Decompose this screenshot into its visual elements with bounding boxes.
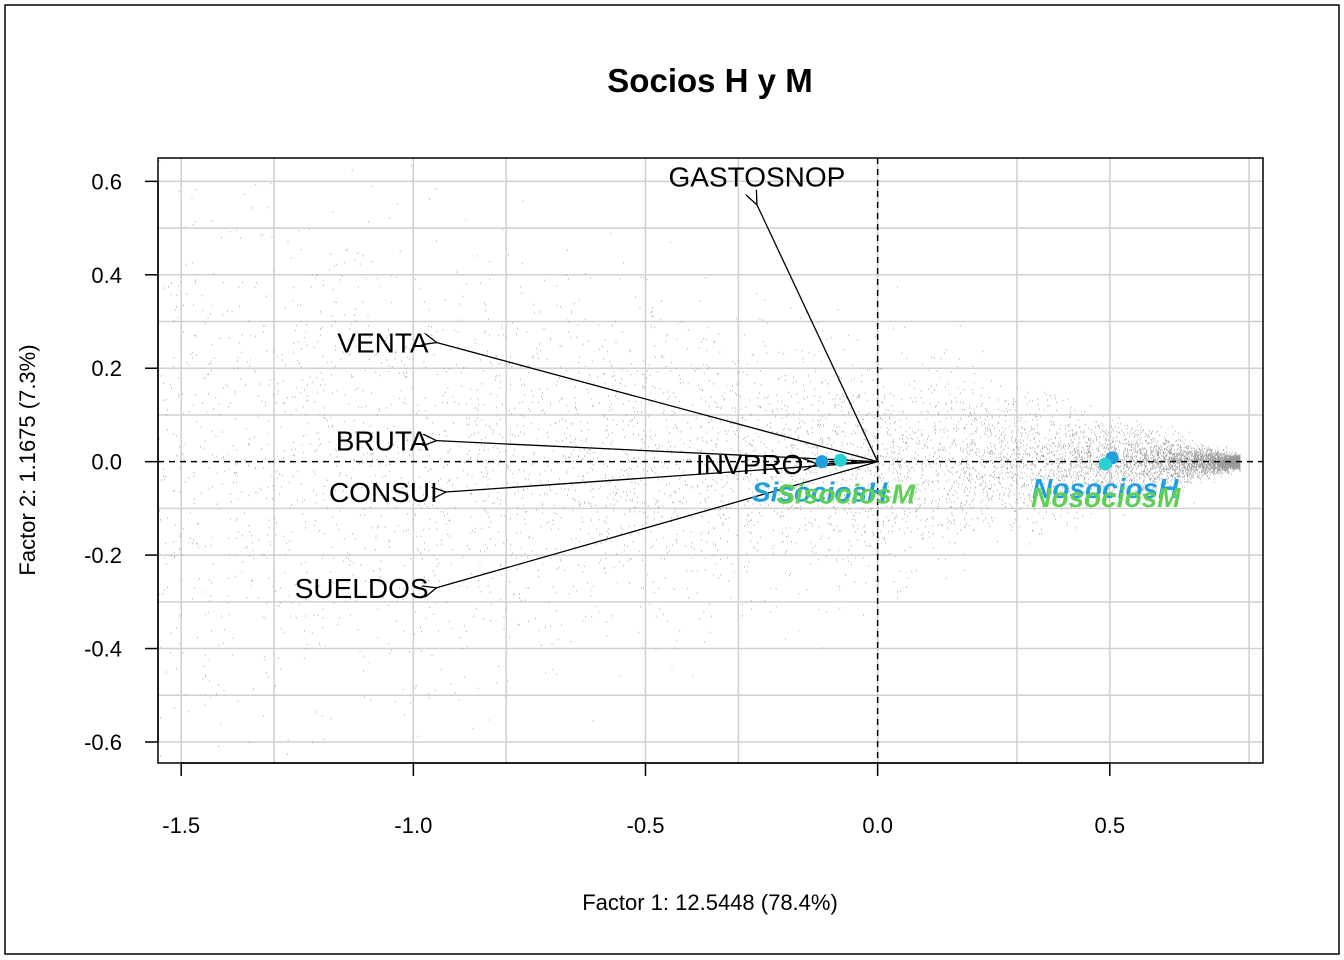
group-point-nosociosm (1098, 457, 1112, 471)
chart-title: Socios H y M (607, 62, 812, 99)
y-tick-label: -0.2 (84, 543, 122, 568)
group-label-nosociosh: NosociosH (1032, 473, 1179, 504)
arrow-consui (446, 461, 878, 492)
y-tick-label: 0.2 (91, 356, 122, 381)
x-axis: -1.5 -1.0 -0.5 0.0 0.5 (162, 762, 1125, 838)
y-axis: -0.6 -0.4 -0.2 0.0 0.2 0.4 0.6 (84, 169, 159, 755)
x-axis-title: Factor 1: 12.5448 (78.4%) (582, 890, 838, 915)
x-tick-label: 0.5 (1094, 813, 1125, 838)
variable-label-venta: VENTA (337, 328, 429, 359)
y-tick-label: -0.4 (84, 637, 122, 662)
y-axis-title: Factor 2: 1.1675 (7.3%) (15, 344, 40, 575)
y-tick-label: 0.0 (91, 450, 122, 475)
group-label-nosociosm: NosociosM (1031, 482, 1181, 513)
variable-label-consui: CONSUI (329, 477, 438, 508)
group-point-sisociosh (815, 455, 829, 469)
variable-label-invpro: INVPRO (696, 449, 803, 480)
group-label-sisociosh: SisociosH (752, 477, 888, 508)
x-tick-label: 0.0 (862, 813, 893, 838)
variable-label-gastosnop: GASTOSNOP (668, 162, 845, 193)
group-point-sisociosm (834, 453, 847, 467)
x-tick-label: -1.0 (394, 813, 432, 838)
arrow-sueldos (437, 461, 878, 588)
variable-arrows: GASTOSNOP VENTA BRUTA INVPRO CONSUI SUELDOS (295, 162, 879, 604)
variable-label-bruta: BRUTA (336, 426, 429, 457)
y-tick-label: -0.6 (84, 730, 122, 755)
x-tick-label: -0.5 (627, 813, 665, 838)
y-tick-label: 0.4 (91, 263, 122, 288)
variable-label-sueldos: SUELDOS (295, 573, 429, 604)
arrow-gastosnop (757, 205, 879, 462)
grid-lines (158, 158, 1263, 763)
y-tick-label: 0.6 (91, 169, 122, 194)
group-label-sisociosm: SisociosM (777, 478, 916, 509)
x-tick-label: -1.5 (162, 813, 200, 838)
arrow-venta (437, 343, 878, 463)
